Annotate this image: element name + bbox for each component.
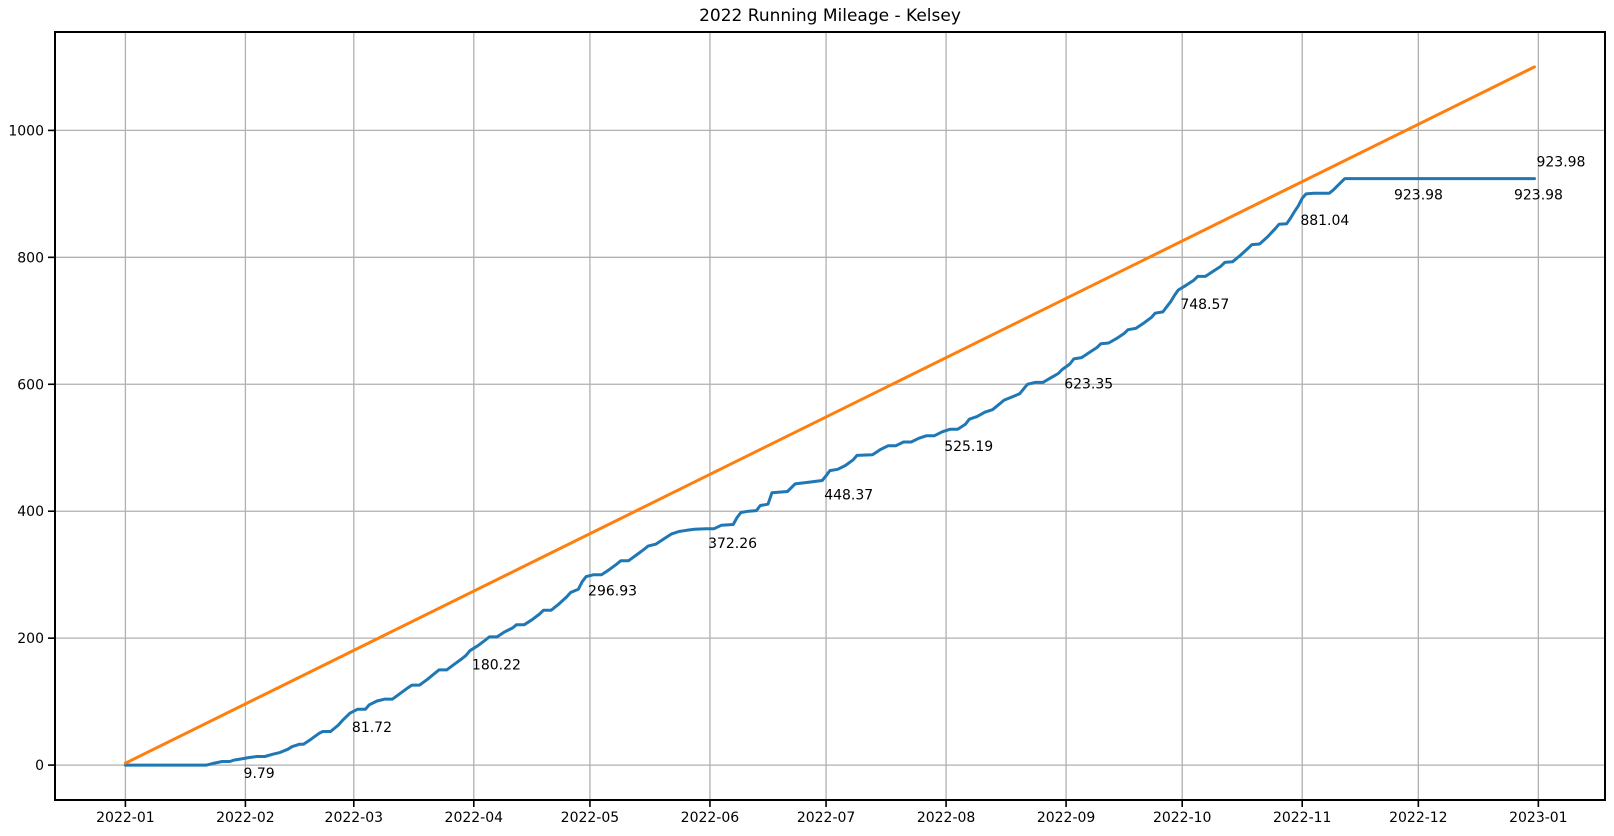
annotation-label: 180.22	[472, 658, 521, 674]
y-tick-label: 600	[17, 377, 44, 393]
series-cumulative-miles-line	[123, 177, 1536, 767]
y-tick-label: 400	[17, 504, 44, 520]
annotation-label: 296.93	[588, 584, 637, 600]
y-tick-label: 1000	[8, 123, 44, 139]
x-tick-label: 2022-04	[445, 810, 504, 826]
x-tick-label: 2022-08	[917, 810, 976, 826]
x-tick-label: 2022-02	[216, 810, 275, 826]
annotation-label: 81.72	[352, 720, 392, 736]
annotation-label: 748.57	[1180, 297, 1229, 313]
annotation-label: 623.35	[1064, 376, 1113, 392]
annotation-label: 923.98	[1536, 155, 1585, 171]
annotation-label: 448.37	[824, 488, 873, 504]
x-tick-label: 2022-05	[561, 810, 620, 826]
annotation-label: 525.19	[944, 439, 993, 455]
y-tick-label: 200	[17, 631, 44, 647]
annotation-label: 9.79	[244, 766, 275, 782]
x-tick-label: 2022-12	[1389, 810, 1448, 826]
x-tick-label: 2022-11	[1273, 810, 1332, 826]
x-tick-label: 2022-03	[325, 810, 384, 826]
x-tick-label: 2023-01	[1509, 810, 1568, 826]
annotation-label: 923.98	[1514, 188, 1563, 204]
plot-border	[54, 31, 1606, 801]
annotation-label: 881.04	[1300, 213, 1349, 229]
x-tick-label: 2022-09	[1037, 810, 1096, 826]
x-tick-label: 2022-10	[1153, 810, 1212, 826]
annotation-label: 923.98	[1394, 188, 1443, 204]
chart-title: 2022 Running Mileage - Kelsey	[699, 6, 961, 26]
annotation-label: 372.26	[708, 536, 757, 552]
series-goal-pace-line	[123, 65, 1536, 765]
y-tick-label: 0	[35, 758, 44, 774]
x-tick-label: 2022-01	[96, 810, 155, 826]
x-tick-label: 2022-06	[681, 810, 740, 826]
y-tick-label: 800	[17, 250, 44, 266]
x-tick-label: 2022-07	[797, 810, 856, 826]
